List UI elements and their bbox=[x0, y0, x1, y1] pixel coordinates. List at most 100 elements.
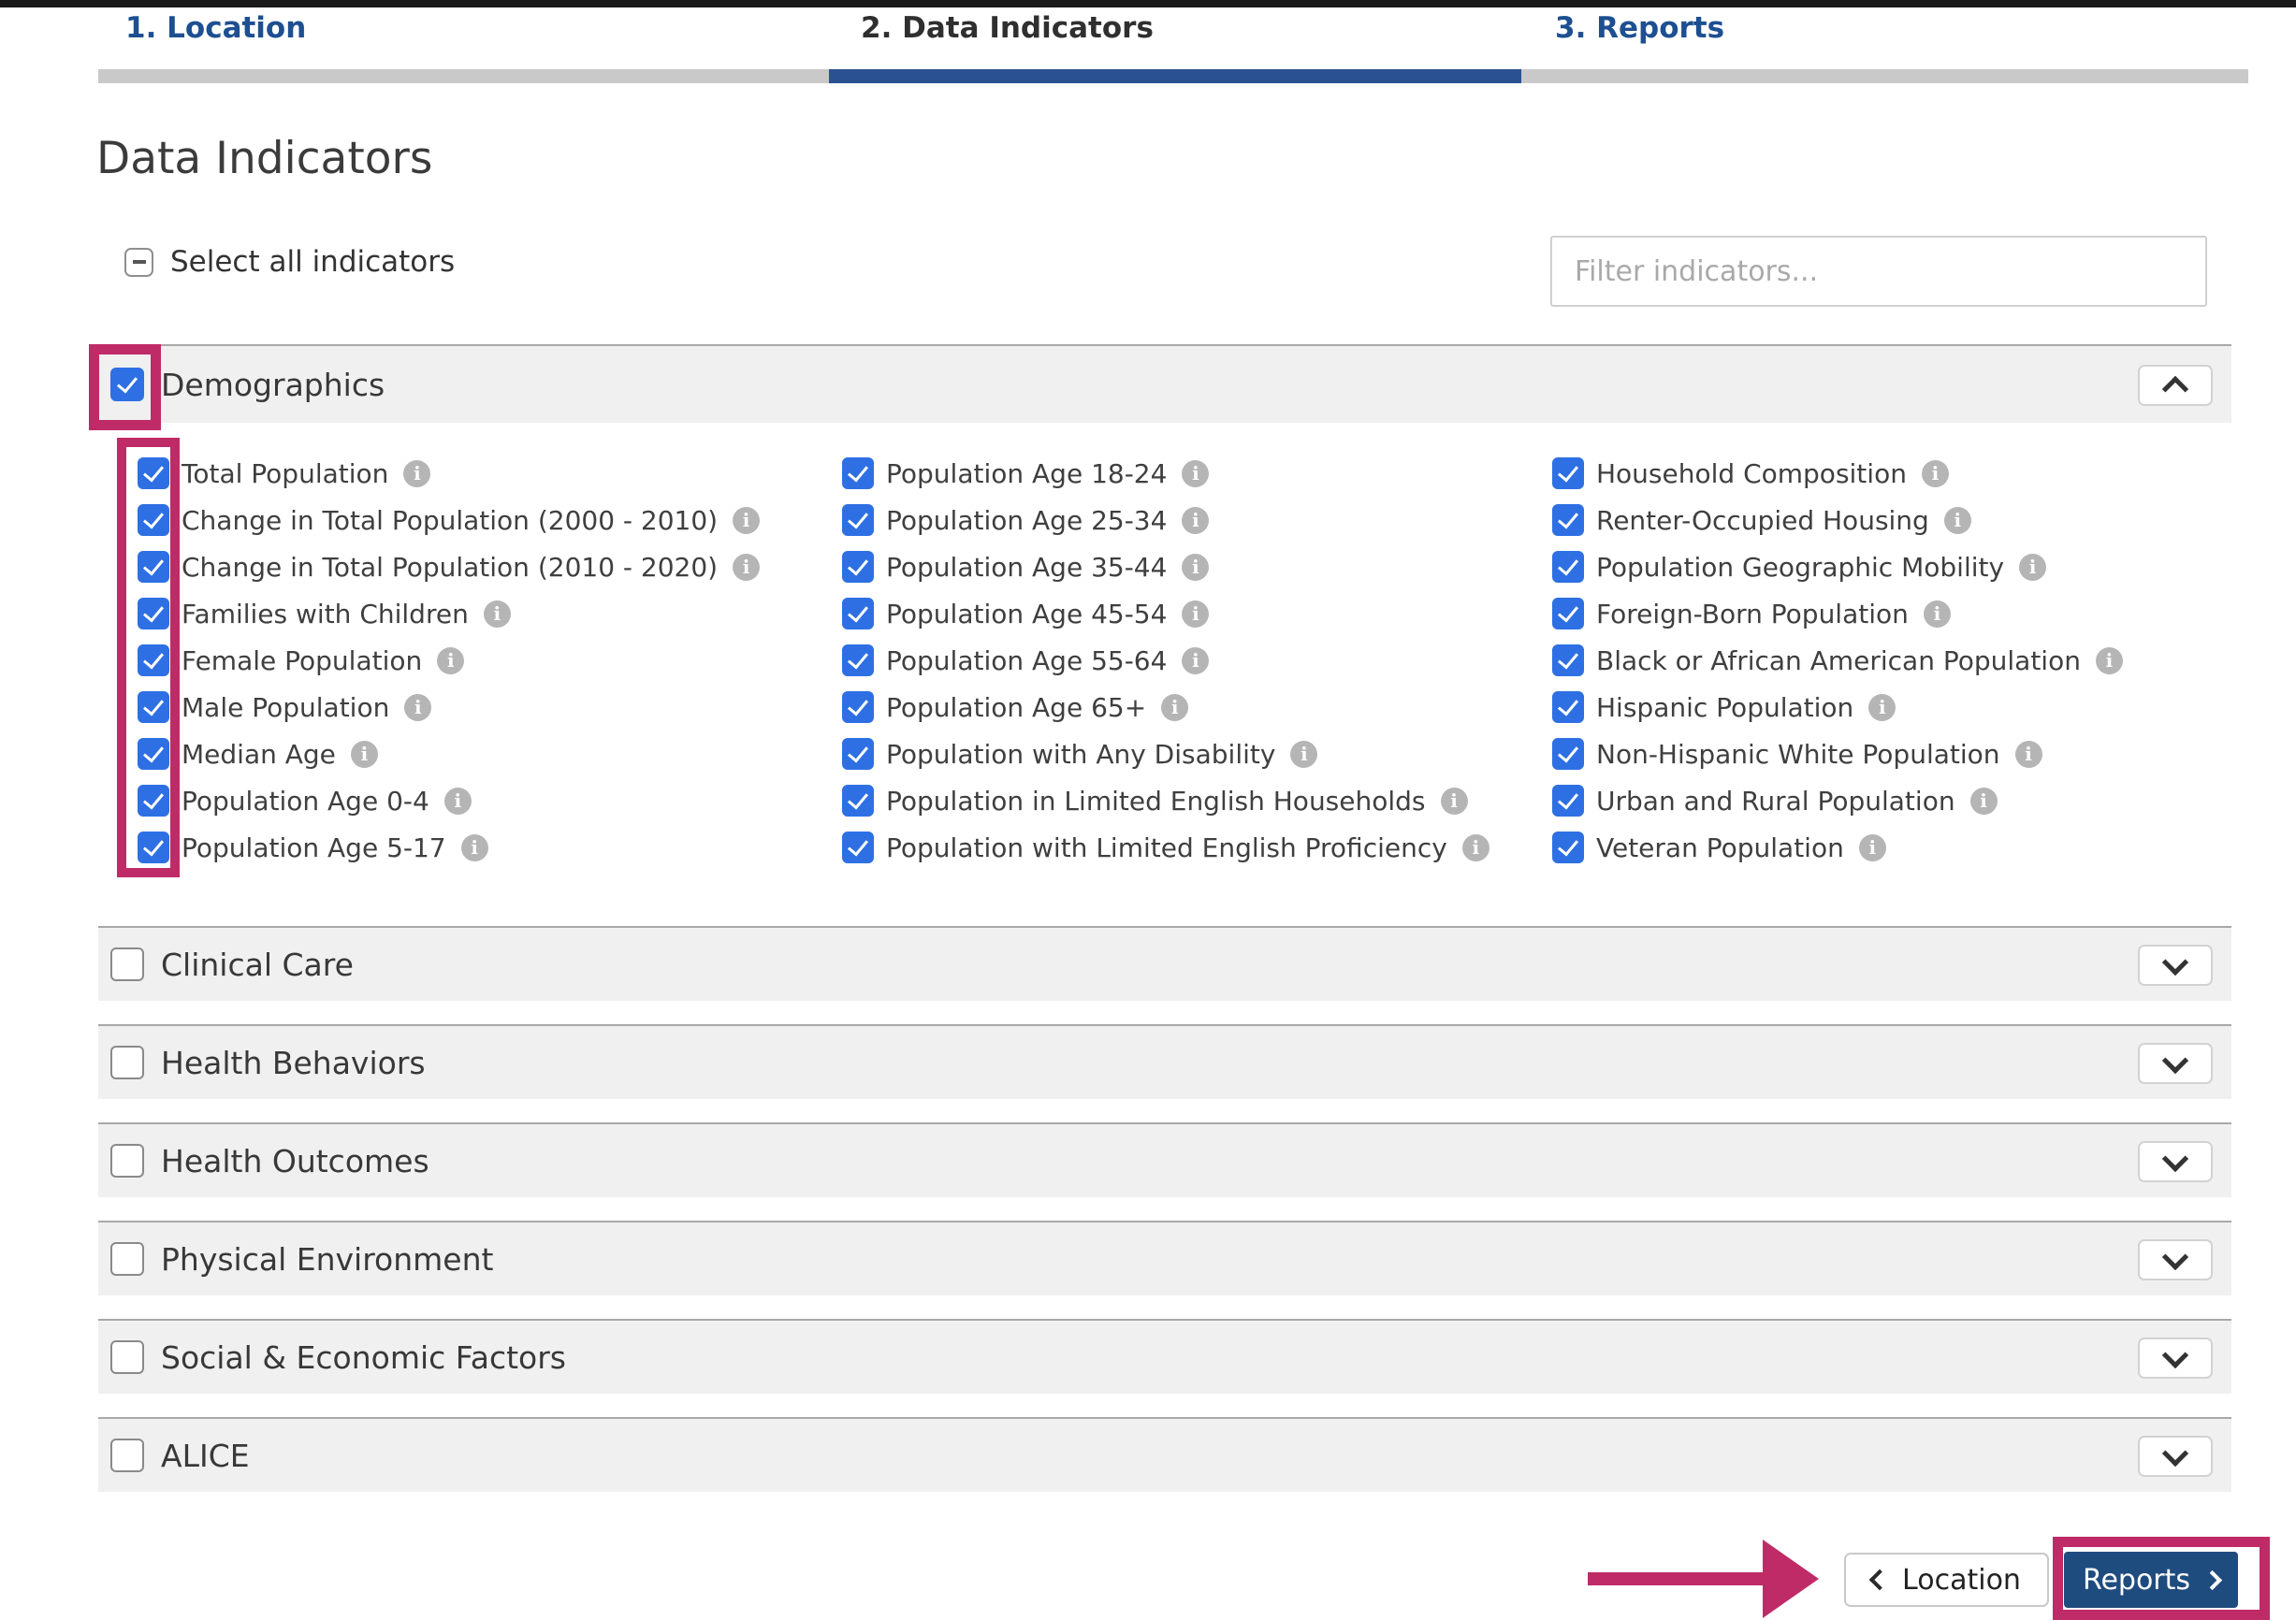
info-icon[interactable] bbox=[1923, 600, 1951, 628]
indicator-checkbox[interactable] bbox=[138, 457, 169, 489]
info-icon[interactable] bbox=[460, 833, 488, 861]
category-checkbox[interactable] bbox=[110, 1242, 144, 1276]
indicator-checkbox[interactable] bbox=[842, 457, 874, 489]
category-checkbox[interactable] bbox=[110, 947, 144, 981]
info-icon[interactable] bbox=[404, 693, 432, 721]
indicator-checkbox[interactable] bbox=[1552, 504, 1584, 536]
info-icon[interactable] bbox=[733, 553, 761, 581]
indicator-checkbox[interactable] bbox=[1552, 832, 1584, 863]
select-all-checkbox-indeterminate-icon[interactable] bbox=[124, 247, 153, 277]
indicator-label: Hispanic Population bbox=[1596, 691, 1854, 723]
indicator-checkbox[interactable] bbox=[842, 598, 874, 629]
info-icon[interactable] bbox=[1943, 506, 1971, 534]
indicator-checkbox[interactable] bbox=[842, 832, 874, 863]
indicator-checkbox[interactable] bbox=[138, 504, 169, 536]
info-icon[interactable] bbox=[403, 459, 431, 487]
info-icon[interactable] bbox=[1182, 553, 1210, 581]
step-1-location[interactable]: 1. Location bbox=[125, 11, 307, 45]
category-expand-button[interactable] bbox=[2138, 1043, 2213, 1084]
info-icon[interactable] bbox=[1182, 506, 1210, 534]
indicator-checkbox[interactable] bbox=[1552, 691, 1584, 723]
chevron-down-icon bbox=[2161, 1341, 2189, 1369]
indicator-label: Median Age bbox=[182, 738, 336, 770]
info-icon[interactable] bbox=[1921, 459, 1949, 487]
category-checkbox[interactable] bbox=[110, 1144, 144, 1178]
indicator-item: Male Population bbox=[138, 684, 760, 730]
category-expand-button[interactable] bbox=[2138, 1338, 2213, 1379]
indicator-checkbox[interactable] bbox=[138, 785, 169, 817]
indicator-item: Population Age 55-64 bbox=[842, 637, 1489, 684]
location-button-label: Location bbox=[1902, 1563, 2021, 1597]
info-icon[interactable] bbox=[1868, 693, 1896, 721]
indicator-checkbox[interactable] bbox=[842, 785, 874, 817]
indicator-checkbox[interactable] bbox=[842, 738, 874, 770]
indicator-checkbox[interactable] bbox=[842, 551, 874, 583]
demographics-collapse-button[interactable] bbox=[2138, 365, 2213, 406]
indicator-label: Foreign-Born Population bbox=[1596, 598, 1909, 629]
info-icon[interactable] bbox=[1440, 787, 1468, 815]
info-icon[interactable] bbox=[2019, 553, 2047, 581]
indicator-label: Population Age 5-17 bbox=[182, 832, 446, 863]
info-icon[interactable] bbox=[1461, 833, 1489, 861]
chevron-right-icon bbox=[2202, 1569, 2223, 1590]
category-expand-button[interactable] bbox=[2138, 1239, 2213, 1280]
top-edge-bar bbox=[0, 0, 2296, 7]
indicator-checkbox[interactable] bbox=[1552, 598, 1584, 629]
indicator-checkbox[interactable] bbox=[842, 644, 874, 676]
indicator-item: Change in Total Population (2000 - 2010) bbox=[138, 497, 761, 543]
category-expand-button[interactable] bbox=[2138, 1141, 2213, 1182]
demographics-category-checkbox[interactable] bbox=[110, 368, 144, 401]
select-all-indicators[interactable]: Select all indicators bbox=[124, 245, 455, 279]
info-icon[interactable] bbox=[1182, 646, 1210, 674]
location-button[interactable]: Location bbox=[1844, 1553, 2049, 1607]
info-icon[interactable] bbox=[350, 740, 378, 768]
category-row-health-outcomes: Health Outcomes bbox=[98, 1122, 2231, 1197]
indicator-checkbox[interactable] bbox=[138, 644, 169, 676]
indicator-label: Male Population bbox=[182, 691, 390, 723]
info-icon[interactable] bbox=[733, 506, 761, 534]
indicator-checkbox[interactable] bbox=[138, 832, 169, 863]
indicator-checkbox[interactable] bbox=[842, 691, 874, 723]
indicator-checkbox[interactable] bbox=[1552, 785, 1584, 817]
indicator-checkbox[interactable] bbox=[138, 551, 169, 583]
indicator-checkbox[interactable] bbox=[138, 738, 169, 770]
progress-segment-location bbox=[98, 69, 829, 83]
info-icon[interactable] bbox=[2095, 646, 2123, 674]
category-row-clinical-care: Clinical Care bbox=[98, 926, 2231, 1001]
indicator-checkbox[interactable] bbox=[138, 691, 169, 723]
filter-indicators-input[interactable] bbox=[1550, 236, 2207, 307]
info-icon[interactable] bbox=[1161, 693, 1189, 721]
info-icon[interactable] bbox=[1182, 600, 1210, 628]
category-checkbox[interactable] bbox=[110, 1439, 144, 1472]
category-label: Clinical Care bbox=[161, 946, 354, 983]
indicator-item: Renter-Occupied Housing bbox=[1552, 497, 2123, 543]
indicator-checkbox[interactable] bbox=[1552, 738, 1584, 770]
info-icon[interactable] bbox=[1858, 833, 1886, 861]
indicator-checkbox[interactable] bbox=[1552, 551, 1584, 583]
info-icon[interactable] bbox=[1969, 787, 1998, 815]
info-icon[interactable] bbox=[483, 600, 511, 628]
info-icon[interactable] bbox=[1290, 740, 1318, 768]
category-expand-button[interactable] bbox=[2138, 1436, 2213, 1477]
info-icon[interactable] bbox=[1182, 459, 1210, 487]
indicator-checkbox[interactable] bbox=[1552, 457, 1584, 489]
category-checkbox[interactable] bbox=[110, 1046, 144, 1079]
indicator-checkbox[interactable] bbox=[842, 504, 874, 536]
step-3-reports[interactable]: 3. Reports bbox=[1555, 11, 1725, 45]
page-title: Data Indicators bbox=[96, 133, 433, 184]
category-expand-button[interactable] bbox=[2138, 945, 2213, 986]
indicator-checkbox[interactable] bbox=[1552, 644, 1584, 676]
reports-button[interactable]: Reports bbox=[2064, 1552, 2238, 1608]
indicator-checkbox[interactable] bbox=[138, 598, 169, 629]
info-icon[interactable] bbox=[437, 646, 465, 674]
info-icon[interactable] bbox=[443, 787, 472, 815]
indicator-item: Population Age 25-34 bbox=[842, 497, 1489, 543]
indicator-item: Foreign-Born Population bbox=[1552, 590, 2123, 637]
category-checkbox[interactable] bbox=[110, 1340, 144, 1374]
indicator-item: Total Population bbox=[138, 450, 760, 497]
indicator-label: Population Geographic Mobility bbox=[1596, 551, 2005, 583]
chevron-down-icon bbox=[2161, 1145, 2189, 1173]
info-icon[interactable] bbox=[2014, 740, 2042, 768]
progress-segment-reports bbox=[1521, 69, 2248, 83]
indicator-label: Population in Limited English Households bbox=[886, 785, 1426, 817]
